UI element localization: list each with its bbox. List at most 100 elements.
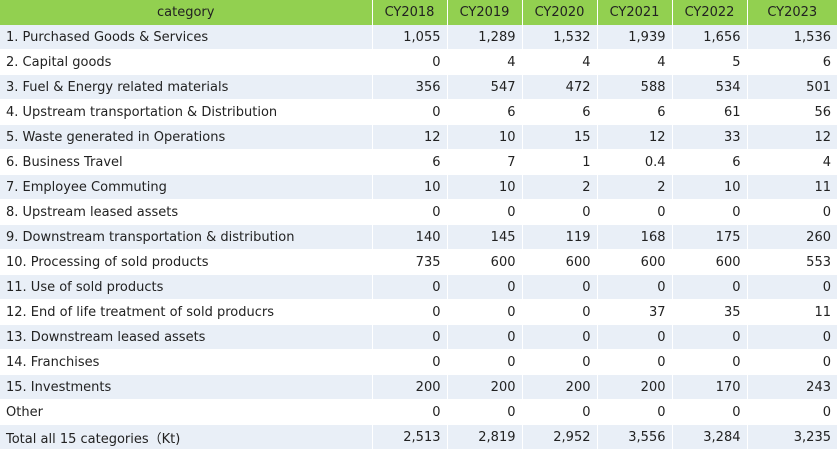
value-cell: 5 [672,49,748,75]
category-cell: 13. Downstream leased assets [0,324,373,350]
value-cell: 243 [747,374,837,400]
value-cell: 735 [372,249,448,275]
value-cell: 4 [447,49,523,75]
value-cell: 6 [597,99,673,125]
value-cell: 11 [747,174,837,200]
value-cell: 0 [597,274,673,300]
value-cell: 0 [522,274,598,300]
value-cell: 2,513 [372,424,448,450]
value-cell: 0 [447,199,523,225]
column-header-year: CY2020 [522,0,598,25]
value-cell: 501 [747,74,837,100]
value-cell: 145 [447,224,523,250]
value-cell: 0 [447,399,523,425]
value-cell: 600 [522,249,598,275]
value-cell: 0 [522,299,598,325]
value-cell: 0 [372,99,448,125]
value-cell: 4 [747,149,837,175]
value-cell: 0 [447,299,523,325]
value-cell: 4 [597,49,673,75]
table-row: 8. Upstream leased assets 0 0 0 0 0 0 [0,199,837,225]
value-cell: 260 [747,224,837,250]
value-cell: 6 [747,49,837,75]
value-cell: 0 [372,49,448,75]
table-row: 14. Franchises 0 0 0 0 0 0 [0,349,837,375]
category-cell: 8. Upstream leased assets [0,199,373,225]
value-cell: 12 [597,124,673,150]
value-cell: 0 [372,274,448,300]
table-row: 6. Business Travel 6 7 1 0.4 6 4 [0,149,837,175]
value-cell: 0 [672,324,748,350]
value-cell: 0 [372,349,448,375]
category-cell: 11. Use of sold products [0,274,373,300]
value-cell: 200 [447,374,523,400]
value-cell: 15 [522,124,598,150]
value-cell: 200 [372,374,448,400]
value-cell: 0 [672,274,748,300]
value-cell: 1,055 [372,25,448,50]
value-cell: 472 [522,74,598,100]
table-row: 4. Upstream transportation & Distributio… [0,99,837,125]
value-cell: 0 [597,349,673,375]
value-cell: 0 [447,324,523,350]
category-cell: 7. Employee Commuting [0,174,373,200]
value-cell: 200 [597,374,673,400]
table-header-row: category CY2018 CY2019 CY2020 CY2021 CY2… [0,0,837,25]
value-cell: 175 [672,224,748,250]
value-cell: 600 [597,249,673,275]
value-cell: 0 [372,299,448,325]
column-header-year: CY2021 [597,0,673,25]
value-cell: 140 [372,224,448,250]
column-header-year: CY2023 [747,0,837,25]
category-cell: 2. Capital goods [0,49,373,75]
table-row: 11. Use of sold products 0 0 0 0 0 0 [0,274,837,300]
value-cell: 37 [597,299,673,325]
category-cell: 3. Fuel & Energy related materials [0,74,373,100]
value-cell: 1,939 [597,25,673,50]
value-cell: 200 [522,374,598,400]
column-header-year: CY2018 [372,0,448,25]
value-cell: 0 [747,274,837,300]
value-cell: 6 [372,149,448,175]
value-cell: 0 [522,199,598,225]
category-cell: 12. End of life treatment of sold produc… [0,299,373,325]
value-cell: 168 [597,224,673,250]
value-cell: 10 [672,174,748,200]
value-cell: 0 [597,199,673,225]
value-cell: 0 [372,199,448,225]
value-cell: 3,556 [597,424,673,450]
category-cell: 9. Downstream transportation & distribut… [0,224,373,250]
table-row: 1. Purchased Goods & Services 1,055 1,289 1… [0,25,837,50]
value-cell: 1,532 [522,25,598,50]
value-cell: 12 [372,124,448,150]
value-cell: 3,284 [672,424,748,450]
table-row: 12. End of life treatment of sold produc… [0,299,837,325]
value-cell: 0 [447,349,523,375]
value-cell: 553 [747,249,837,275]
column-header-year: CY2022 [672,0,748,25]
value-cell: 7 [447,149,523,175]
value-cell: 0 [522,349,598,375]
value-cell: 61 [672,99,748,125]
category-cell: 4. Upstream transportation & Distributio… [0,99,373,125]
value-cell: 0 [522,399,598,425]
value-cell: 2,952 [522,424,598,450]
value-cell: 2,819 [447,424,523,450]
value-cell: 2 [597,174,673,200]
category-cell: 10. Processing of sold products [0,249,373,275]
column-header-year: CY2019 [447,0,523,25]
table-row: 3. Fuel & Energy related materials 356 547… [0,74,837,100]
value-cell: 547 [447,74,523,100]
value-cell: 119 [522,224,598,250]
value-cell: 33 [672,124,748,150]
value-cell: 600 [672,249,748,275]
table-row: 10. Processing of sold products 735 600 600… [0,249,837,275]
category-cell: Total all 15 categories（Kt) [0,424,373,450]
value-cell: 0 [747,324,837,350]
value-cell: 0 [372,399,448,425]
value-cell: 6 [522,99,598,125]
category-cell: 6. Business Travel [0,149,373,175]
table-row: Total all 15 categories（Kt) 2,513 2,819 2,9… [0,424,837,450]
value-cell: 534 [672,74,748,100]
